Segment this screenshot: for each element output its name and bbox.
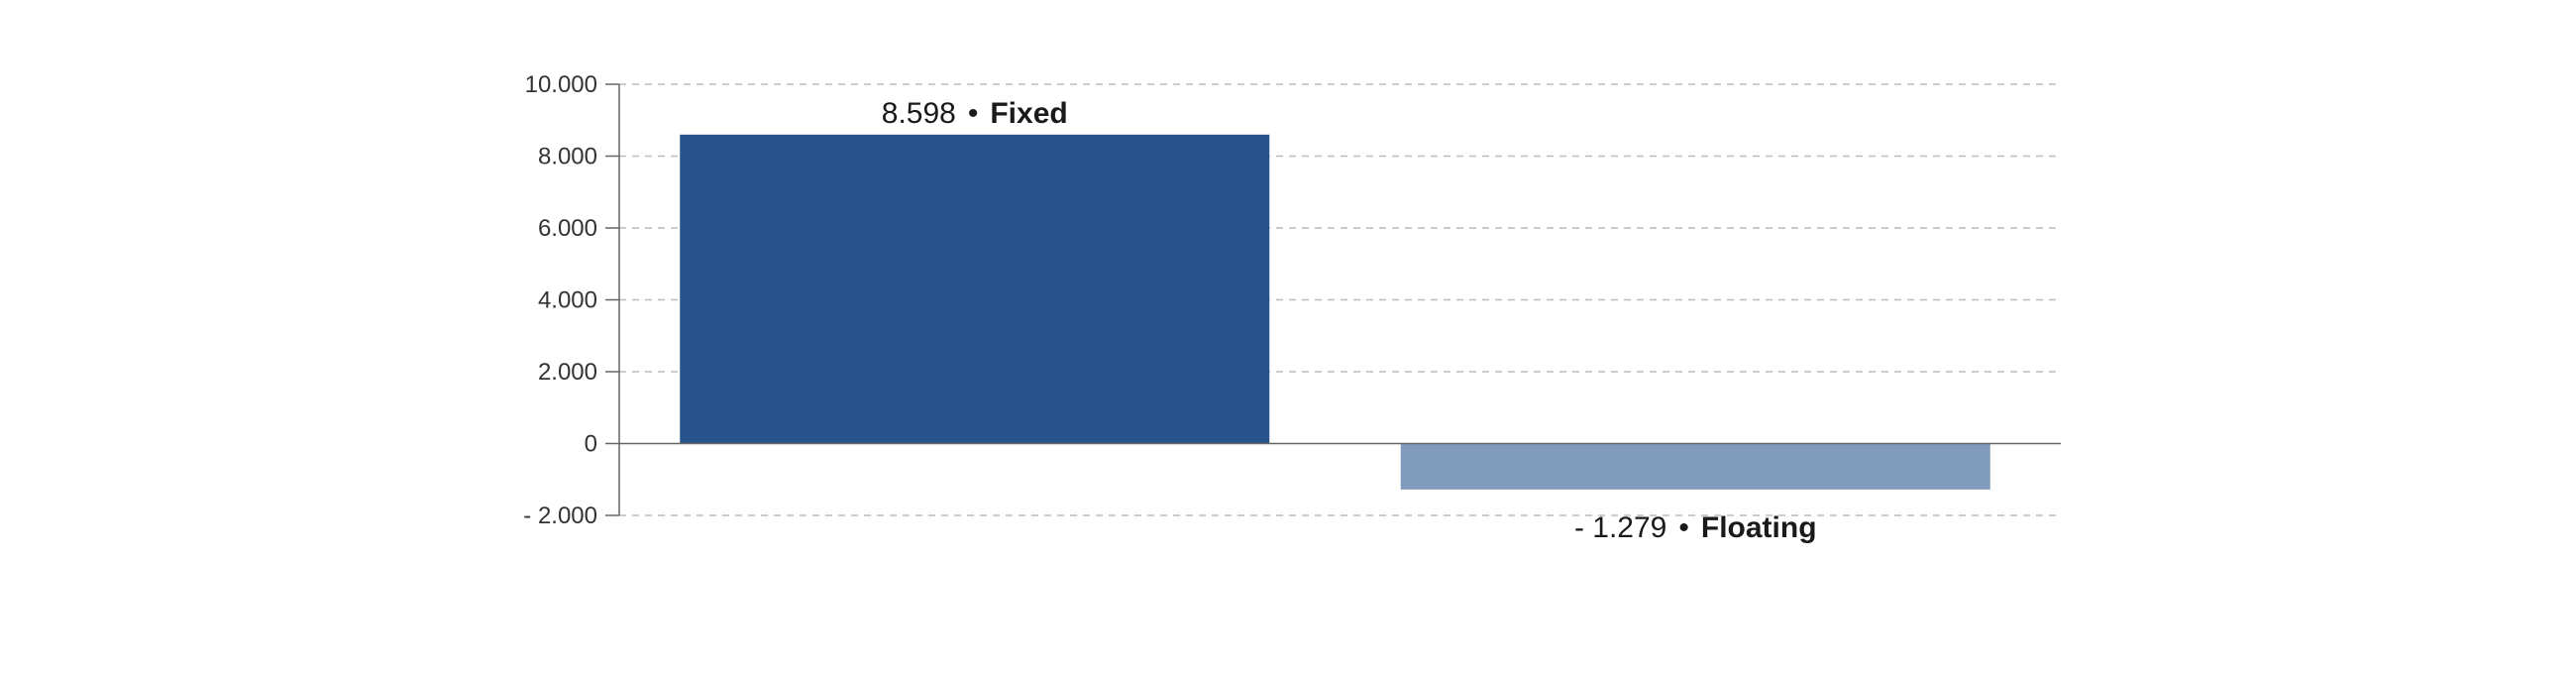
y-tick-label: - 2.000 xyxy=(523,503,597,529)
data-label-value: - 1.279 xyxy=(1574,511,1666,544)
y-tick-label: 8.000 xyxy=(538,144,597,170)
data-label-category: Fixed xyxy=(990,97,1067,130)
data-label: - 1.279 • Floating xyxy=(1574,511,1817,544)
data-label: 8.598 • Fixed xyxy=(882,97,1068,130)
axes: 10.000 8.000 6.000 4.000 2.000 0 - 2.000 xyxy=(523,71,2061,529)
data-label-value: 8.598 xyxy=(882,97,956,130)
bars xyxy=(680,134,1990,490)
data-label-category: Floating xyxy=(1701,511,1817,544)
y-tick-label: 0 xyxy=(585,431,597,458)
y-tick-label: 6.000 xyxy=(538,215,597,242)
bar-fixed xyxy=(680,134,1270,444)
gridlines xyxy=(619,83,2061,516)
labels: 8.598 • Fixed - 1.279 • Floating xyxy=(882,97,1817,544)
y-tick-label: 2.000 xyxy=(538,359,597,386)
y-tick-label: 4.000 xyxy=(538,287,597,314)
data-label-separator: • xyxy=(968,97,979,130)
data-label-separator: • xyxy=(1678,511,1689,544)
y-tick-label: 10.000 xyxy=(525,71,597,98)
bar-floating xyxy=(1400,443,1990,490)
